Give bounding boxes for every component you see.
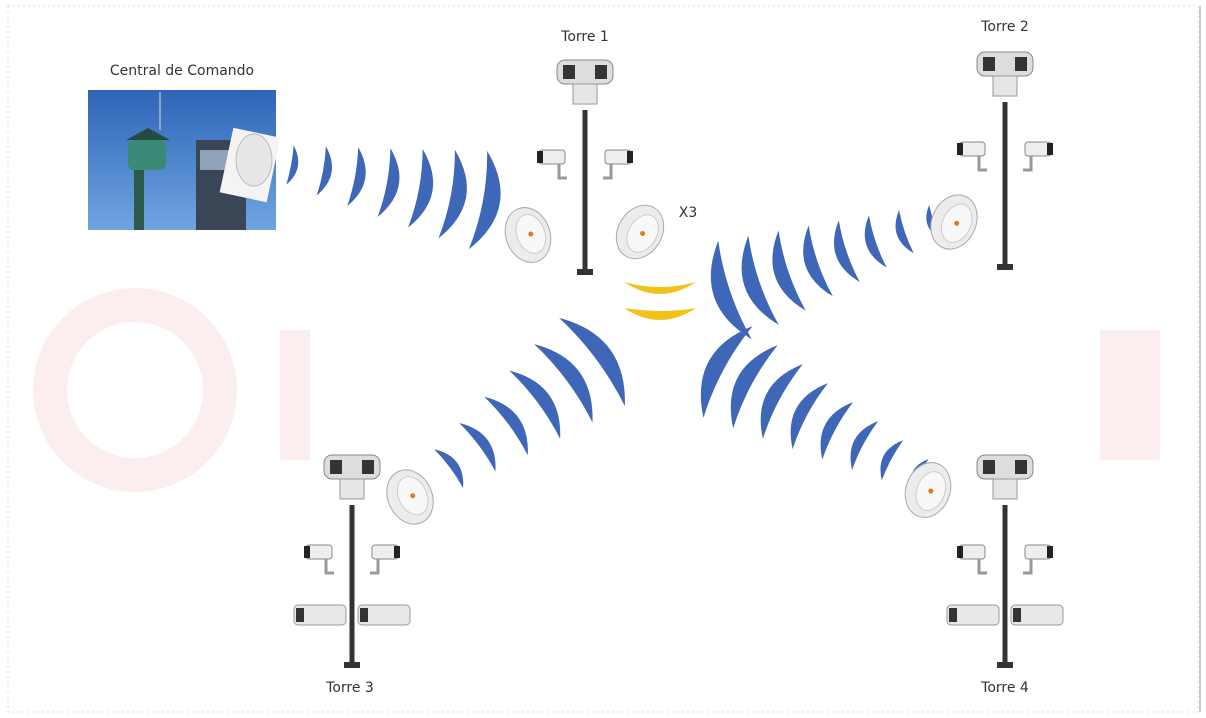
ptz-base [573, 84, 597, 104]
ptz-base [993, 76, 1017, 96]
pole-base [997, 662, 1013, 668]
camera-lens [1047, 546, 1053, 558]
camera-lens [304, 546, 310, 558]
camera-lens [394, 546, 400, 558]
camera-lens [957, 143, 963, 155]
bullet-lens [360, 608, 368, 622]
pole-base [344, 662, 360, 668]
camera-lens [537, 151, 543, 163]
camera-lens [957, 546, 963, 558]
ptz-lens [983, 460, 995, 474]
tower-label: Torre 2 [980, 19, 1029, 35]
ptz-base [340, 479, 364, 499]
command-center-label: Central de Comando [110, 63, 254, 79]
ptz-lens [983, 57, 995, 71]
tower-label: Torre 1 [560, 29, 609, 45]
ptz-lens [330, 460, 342, 474]
bullet-lens [296, 608, 304, 622]
ptz-lens [595, 65, 607, 79]
ptz-lens [1015, 57, 1027, 71]
tower-label: Torre 4 [980, 680, 1029, 696]
diagram: Central de Comando Torre 1 Torre 2 Torre… [0, 0, 1206, 718]
ptz-base [993, 479, 1017, 499]
tower-label: Torre 3 [325, 680, 374, 696]
bullet-lens [1013, 608, 1021, 622]
ptz-lens [362, 460, 374, 474]
pole-base [997, 264, 1013, 270]
ptz-lens [1015, 460, 1027, 474]
ptz-lens [563, 65, 575, 79]
camera-lens [627, 151, 633, 163]
pole-base [577, 269, 593, 275]
command-center-photo [88, 90, 280, 230]
camera-lens [1047, 143, 1053, 155]
bullet-lens [949, 608, 957, 622]
hub-label: X3 [679, 205, 698, 221]
